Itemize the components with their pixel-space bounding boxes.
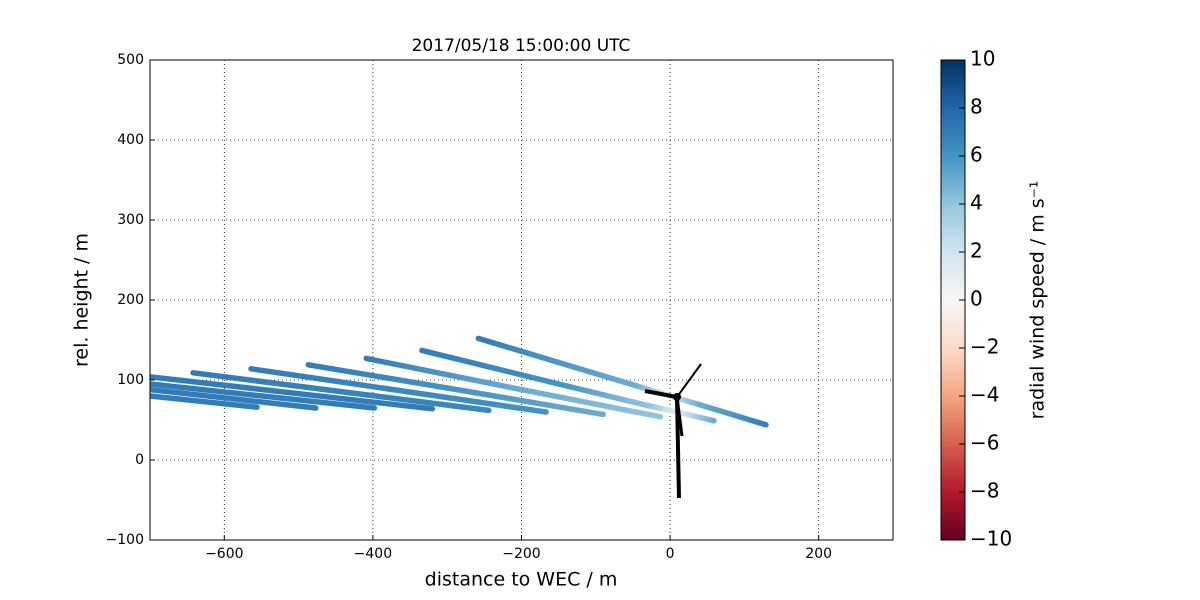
turbine bbox=[644, 363, 702, 498]
plot-lines bbox=[150, 335, 769, 428]
y-tick-label: 500 bbox=[117, 52, 144, 68]
scan-segment bbox=[248, 366, 549, 415]
x-tick-label: 200 bbox=[805, 546, 832, 562]
colorbar-tick-label: 0 bbox=[970, 287, 983, 311]
x-tick-label: 0 bbox=[666, 546, 675, 562]
scan-segment bbox=[475, 335, 636, 388]
scan-segment bbox=[363, 355, 525, 393]
colorbar-tick-label: 10 bbox=[970, 47, 995, 71]
y-tick-label: 100 bbox=[117, 372, 144, 388]
scan-segment bbox=[150, 386, 319, 411]
y-tick-label: 400 bbox=[117, 132, 144, 148]
colorbar-tick-label: −2 bbox=[970, 335, 999, 359]
x-tick-label: −200 bbox=[502, 546, 540, 562]
colorbar-tick-label: −6 bbox=[970, 431, 999, 455]
axes: −600 −400 −200 0 200 −100 0 100 200 300 400 500 bbox=[106, 52, 833, 562]
scan-segment bbox=[518, 386, 664, 420]
scan-segment bbox=[674, 409, 717, 424]
y-tick-label: 300 bbox=[117, 212, 144, 228]
y-tick-label: 200 bbox=[117, 292, 144, 308]
colorbar-tick-label: −8 bbox=[970, 479, 999, 503]
scan-segment bbox=[305, 362, 450, 391]
colorbar-tick-label: 8 bbox=[970, 95, 983, 119]
colorbar-tick-label: 6 bbox=[970, 143, 983, 167]
y-tick-label: 0 bbox=[135, 452, 144, 468]
scan-segment bbox=[150, 393, 260, 410]
chart-title: 2017/05/18 15:00:00 UTC bbox=[412, 36, 631, 56]
colorbar-tick-label: −10 bbox=[970, 527, 1012, 551]
scan-segment bbox=[444, 385, 606, 418]
scan-segment bbox=[150, 374, 436, 412]
y-axis-label: rel. height / m bbox=[71, 233, 93, 367]
grid bbox=[150, 59, 893, 541]
colorbar-tick-label: −4 bbox=[970, 383, 999, 407]
colorbar-label: radial wind speed / m s⁻¹ bbox=[1027, 181, 1049, 420]
colorbar-axis: −10 −8 −6 −4 −2 0 2 4 6 8 10 bbox=[959, 47, 1012, 551]
scan-segment bbox=[645, 402, 681, 415]
scan-segment bbox=[190, 370, 492, 414]
x-tick-label: −400 bbox=[354, 546, 392, 562]
scan-segment bbox=[150, 381, 378, 411]
x-tick-label: −600 bbox=[205, 546, 243, 562]
scan-segment bbox=[697, 402, 769, 428]
colorbar-tick-label: 4 bbox=[970, 191, 983, 215]
scan-segment bbox=[555, 381, 651, 409]
colorbar-tick-label: 2 bbox=[970, 239, 983, 263]
scan-segment bbox=[419, 347, 562, 387]
y-tick-label: −100 bbox=[106, 532, 144, 548]
x-axis-label: distance to WEC / m bbox=[425, 569, 618, 591]
